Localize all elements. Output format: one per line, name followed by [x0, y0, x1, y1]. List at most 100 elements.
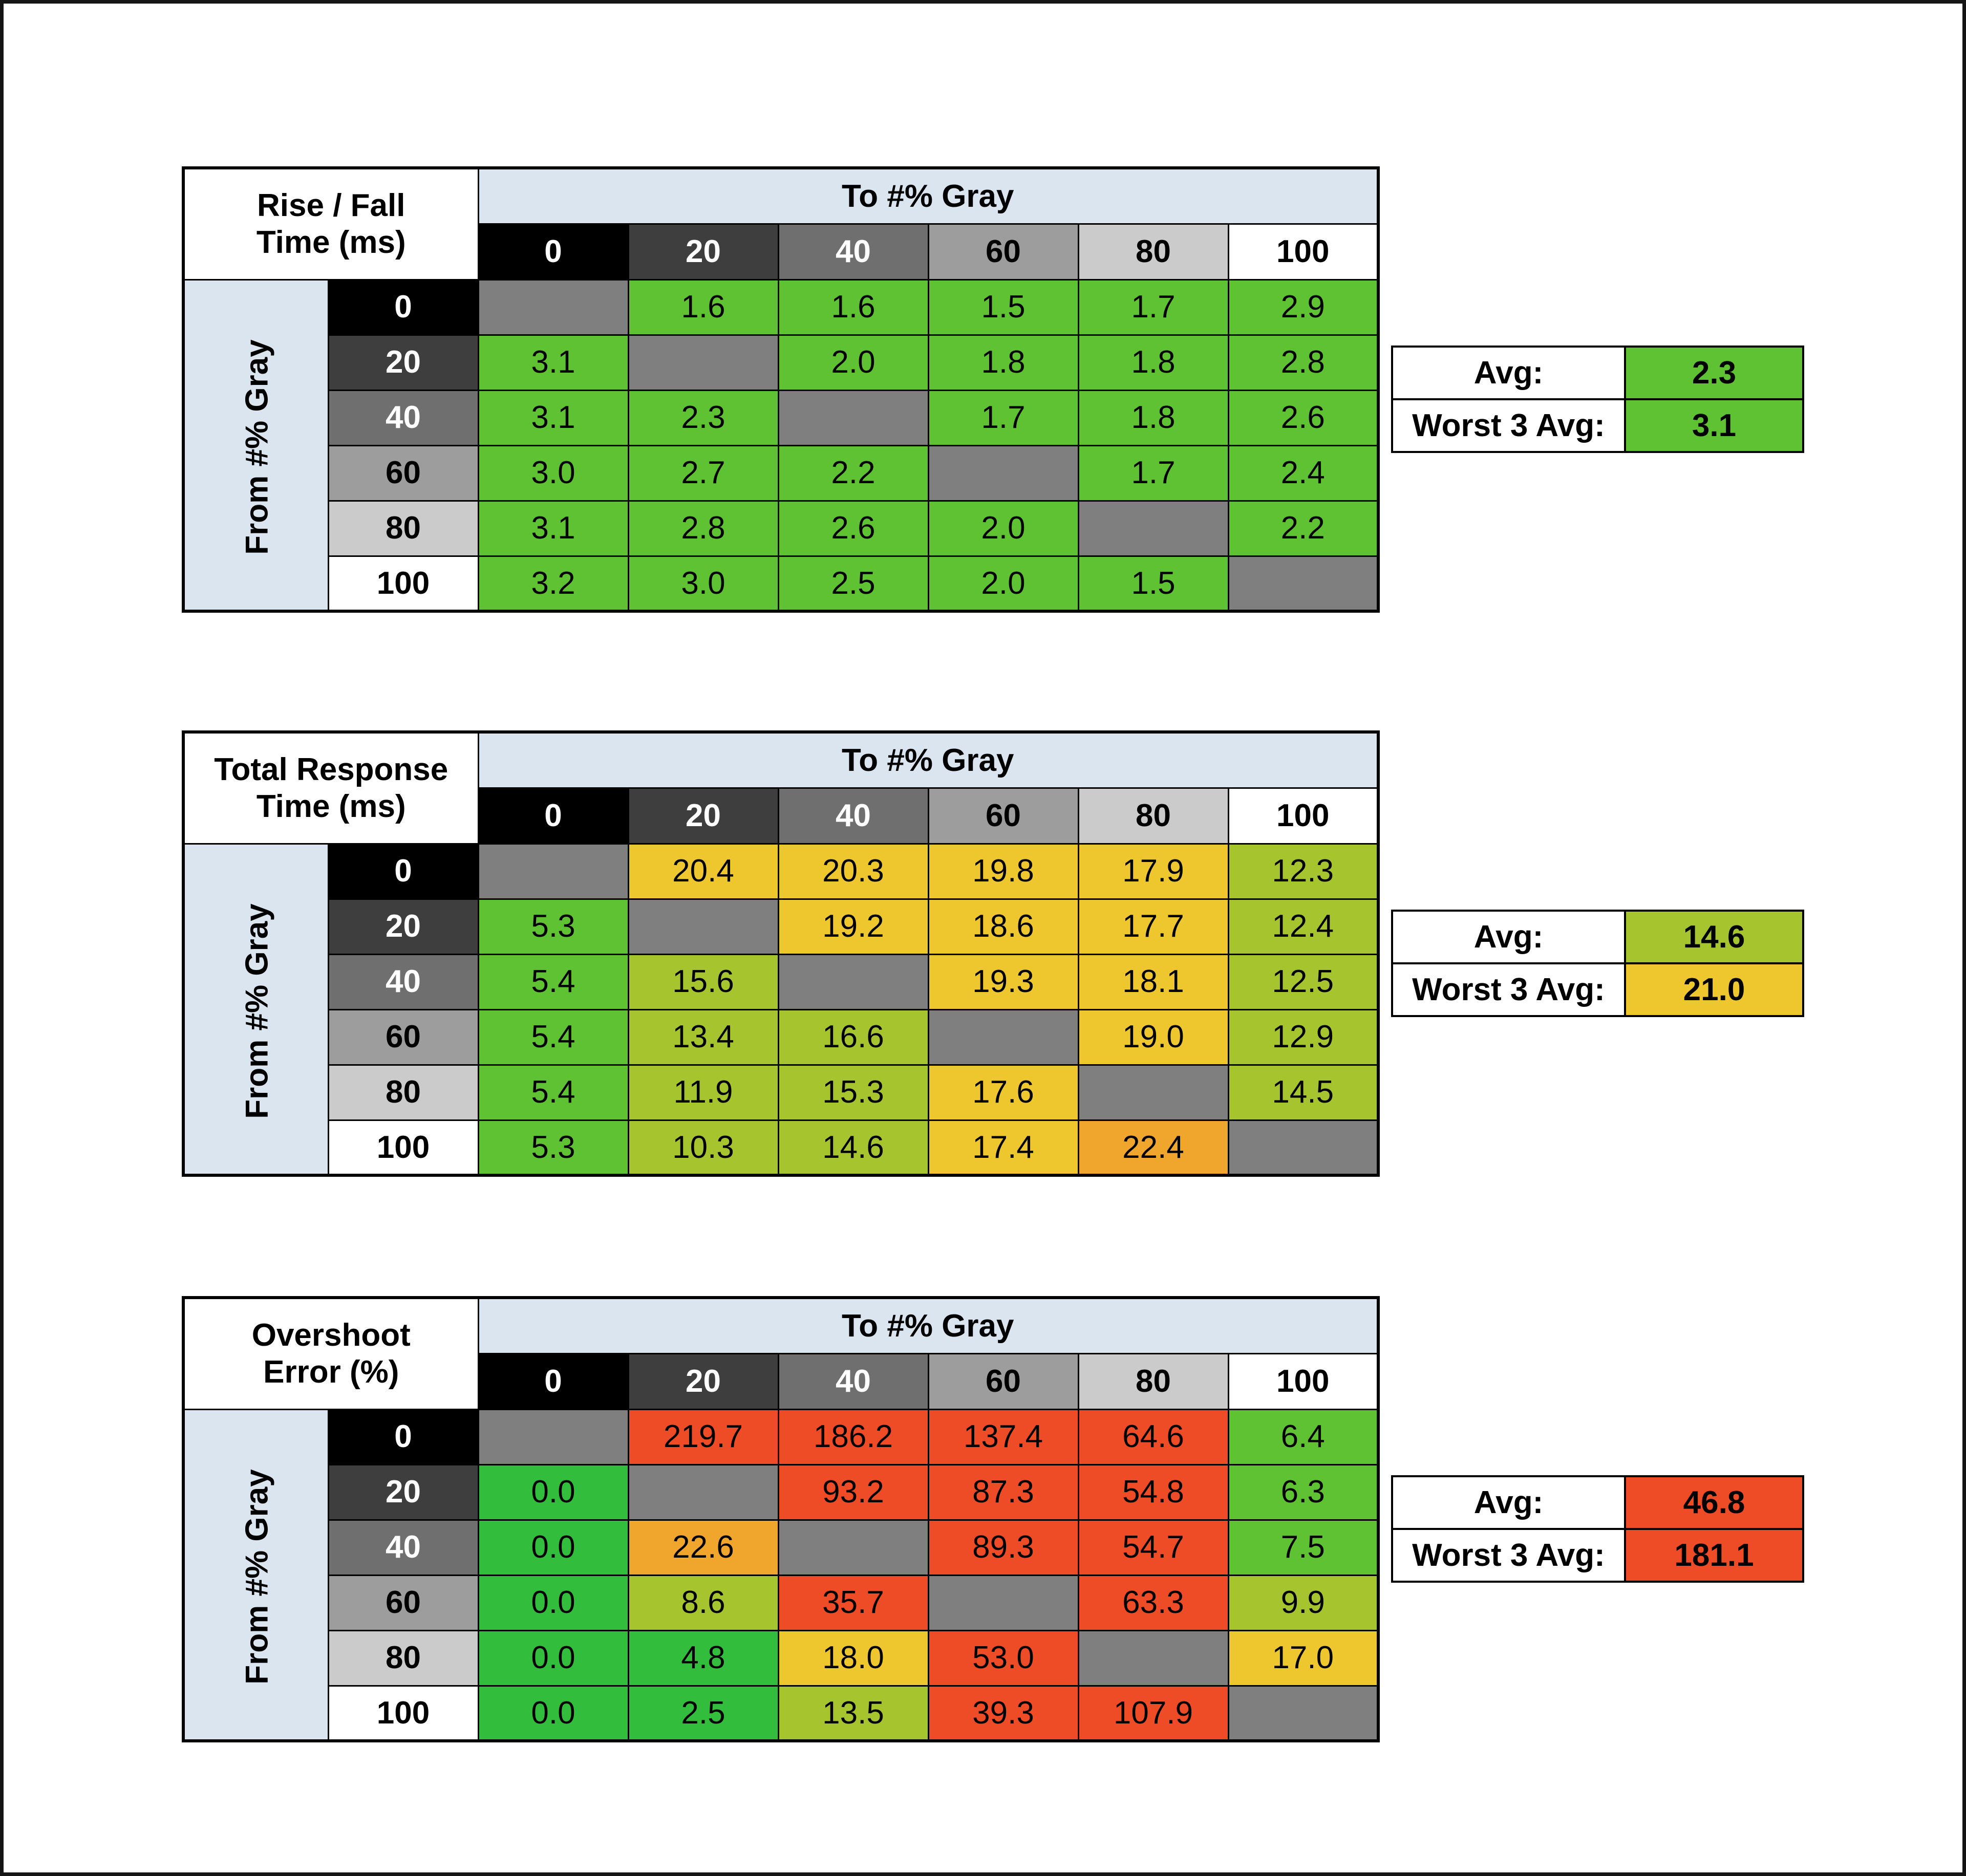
matrix-cell: 19.3: [927, 953, 1079, 1010]
diagonal-blank-cell: [1227, 1685, 1379, 1742]
matrix-cell: 137.4: [927, 1408, 1079, 1465]
overshoot-panel: Overshoot Error (%) To #% Gray 0 20 40 60 80 100…: [182, 1296, 1804, 1742]
matrix-cell: 17.6: [927, 1064, 1079, 1121]
matrix-cell: 12.9: [1227, 1008, 1379, 1066]
matrix-cell: 14.5: [1227, 1064, 1379, 1121]
matrix-cell: 3.2: [477, 555, 629, 612]
rise-fall-panel: Rise / Fall Time (ms) To #% Gray 0 20 40 60 80 1…: [182, 166, 1804, 613]
row-header-cell: 100: [327, 555, 479, 612]
matrix-cell: 107.9: [1077, 1685, 1229, 1742]
row-header-cell: 40: [327, 1519, 479, 1576]
matrix-cell: 0.0: [477, 1463, 629, 1521]
matrix-cell: 12.3: [1227, 843, 1379, 900]
diagonal-blank-cell: [777, 389, 929, 446]
matrix-cell: 39.3: [927, 1685, 1079, 1742]
matrix-cell: 19.2: [777, 898, 929, 955]
matrix-cell: 20.4: [627, 843, 779, 900]
diagonal-blank-cell: [1077, 1064, 1229, 1121]
worst-avg-row: Worst 3 Avg: 21.0: [1391, 962, 1804, 1017]
col-header-cell: 0: [477, 787, 629, 845]
matrix-cell: 1.8: [1077, 334, 1229, 391]
diagonal-blank-cell: [777, 1519, 929, 1576]
matrix-cell: 1.6: [627, 278, 779, 336]
col-header-cell: 80: [1077, 223, 1229, 281]
matrix-cell: 64.6: [1077, 1408, 1229, 1465]
row-header-cell: 100: [327, 1685, 479, 1742]
rise-fall-averages: Avg: 2.3 Worst 3 Avg: 3.1: [1391, 346, 1804, 453]
avg-value: 2.3: [1624, 346, 1804, 400]
col-header-cell: 60: [927, 223, 1079, 281]
matrix-cell: 2.7: [627, 444, 779, 502]
col-header-cell: 40: [777, 787, 929, 845]
row-header-cell: 80: [327, 1064, 479, 1121]
matrix-cell: 17.4: [927, 1119, 1079, 1176]
matrix-cell: 1.7: [1077, 444, 1229, 502]
from-gray-axis-band: [182, 278, 329, 612]
col-header-cell: 40: [777, 1352, 929, 1410]
matrix-cell: 5.3: [477, 898, 629, 955]
worst-avg-row: Worst 3 Avg: 181.1: [1391, 1528, 1804, 1583]
matrix-cell: 19.0: [1077, 1008, 1229, 1066]
worst-avg-label: Worst 3 Avg:: [1391, 962, 1626, 1017]
matrix-cell: 2.2: [1227, 500, 1379, 557]
matrix-cell: 15.3: [777, 1064, 929, 1121]
matrix-cell: 18.1: [1077, 953, 1229, 1010]
worst-avg-value: 21.0: [1624, 962, 1804, 1017]
matrix-cell: 0.0: [477, 1519, 629, 1576]
from-gray-axis-band: [182, 1408, 329, 1742]
matrix-cell: 89.3: [927, 1519, 1079, 1576]
col-header-cell: 20: [627, 223, 779, 281]
matrix-cell: 2.8: [627, 500, 779, 557]
matrix-cell: 3.0: [627, 555, 779, 612]
matrix-cell: 12.5: [1227, 953, 1379, 1010]
matrix-cell: 7.5: [1227, 1519, 1379, 1576]
avg-row: Avg: 46.8: [1391, 1475, 1804, 1530]
diagonal-blank-cell: [477, 1408, 629, 1465]
matrix-cell: 53.0: [927, 1629, 1079, 1687]
diagonal-blank-cell: [627, 334, 779, 391]
col-header-cell: 80: [1077, 1352, 1229, 1410]
matrix-cell: 63.3: [1077, 1574, 1229, 1631]
to-gray-header: To #% Gray: [477, 731, 1379, 789]
matrix-cell: 2.9: [1227, 278, 1379, 336]
row-header-cell: 0: [327, 278, 479, 336]
matrix-cell: 1.7: [927, 389, 1079, 446]
matrix-cell: 8.6: [627, 1574, 779, 1631]
response-time-averages: Avg: 14.6 Worst 3 Avg: 21.0: [1391, 910, 1804, 1017]
col-header-cell: 0: [477, 223, 629, 281]
col-header-cell: 60: [927, 1352, 1079, 1410]
matrix-cell: 2.8: [1227, 334, 1379, 391]
row-header-cell: 20: [327, 334, 479, 391]
row-header-cell: 0: [327, 1408, 479, 1465]
row-header-cell: 60: [327, 1008, 479, 1066]
row-header-cell: 80: [327, 1629, 479, 1687]
diagonal-blank-cell: [777, 953, 929, 1010]
matrix-cell: 1.8: [1077, 389, 1229, 446]
matrix-cell: 20.3: [777, 843, 929, 900]
diagonal-blank-cell: [1227, 1119, 1379, 1176]
matrix-cell: 54.8: [1077, 1463, 1229, 1521]
matrix-cell: 3.1: [477, 334, 629, 391]
avg-label: Avg:: [1391, 346, 1626, 400]
matrix-cell: 2.2: [777, 444, 929, 502]
matrix-cell: 3.1: [477, 500, 629, 557]
row-header-cell: 60: [327, 1574, 479, 1631]
matrix-cell: 22.6: [627, 1519, 779, 1576]
diagonal-blank-cell: [927, 1008, 1079, 1066]
matrix-cell: 0.0: [477, 1574, 629, 1631]
matrix-cell: 1.5: [1077, 555, 1229, 612]
matrix-cell: 54.7: [1077, 1519, 1229, 1576]
diagonal-blank-cell: [1077, 1629, 1229, 1687]
matrix-cell: 0.0: [477, 1629, 629, 1687]
avg-label: Avg:: [1391, 910, 1626, 964]
matrix-cell: 13.4: [627, 1008, 779, 1066]
matrix-cell: 2.4: [1227, 444, 1379, 502]
from-gray-axis-band: [182, 843, 329, 1176]
matrix-cell: 17.7: [1077, 898, 1229, 955]
matrix-cell: 87.3: [927, 1463, 1079, 1521]
worst-avg-label: Worst 3 Avg:: [1391, 398, 1626, 453]
matrix-cell: 11.9: [627, 1064, 779, 1121]
diagonal-blank-cell: [627, 898, 779, 955]
col-header-cell: 100: [1227, 223, 1379, 281]
